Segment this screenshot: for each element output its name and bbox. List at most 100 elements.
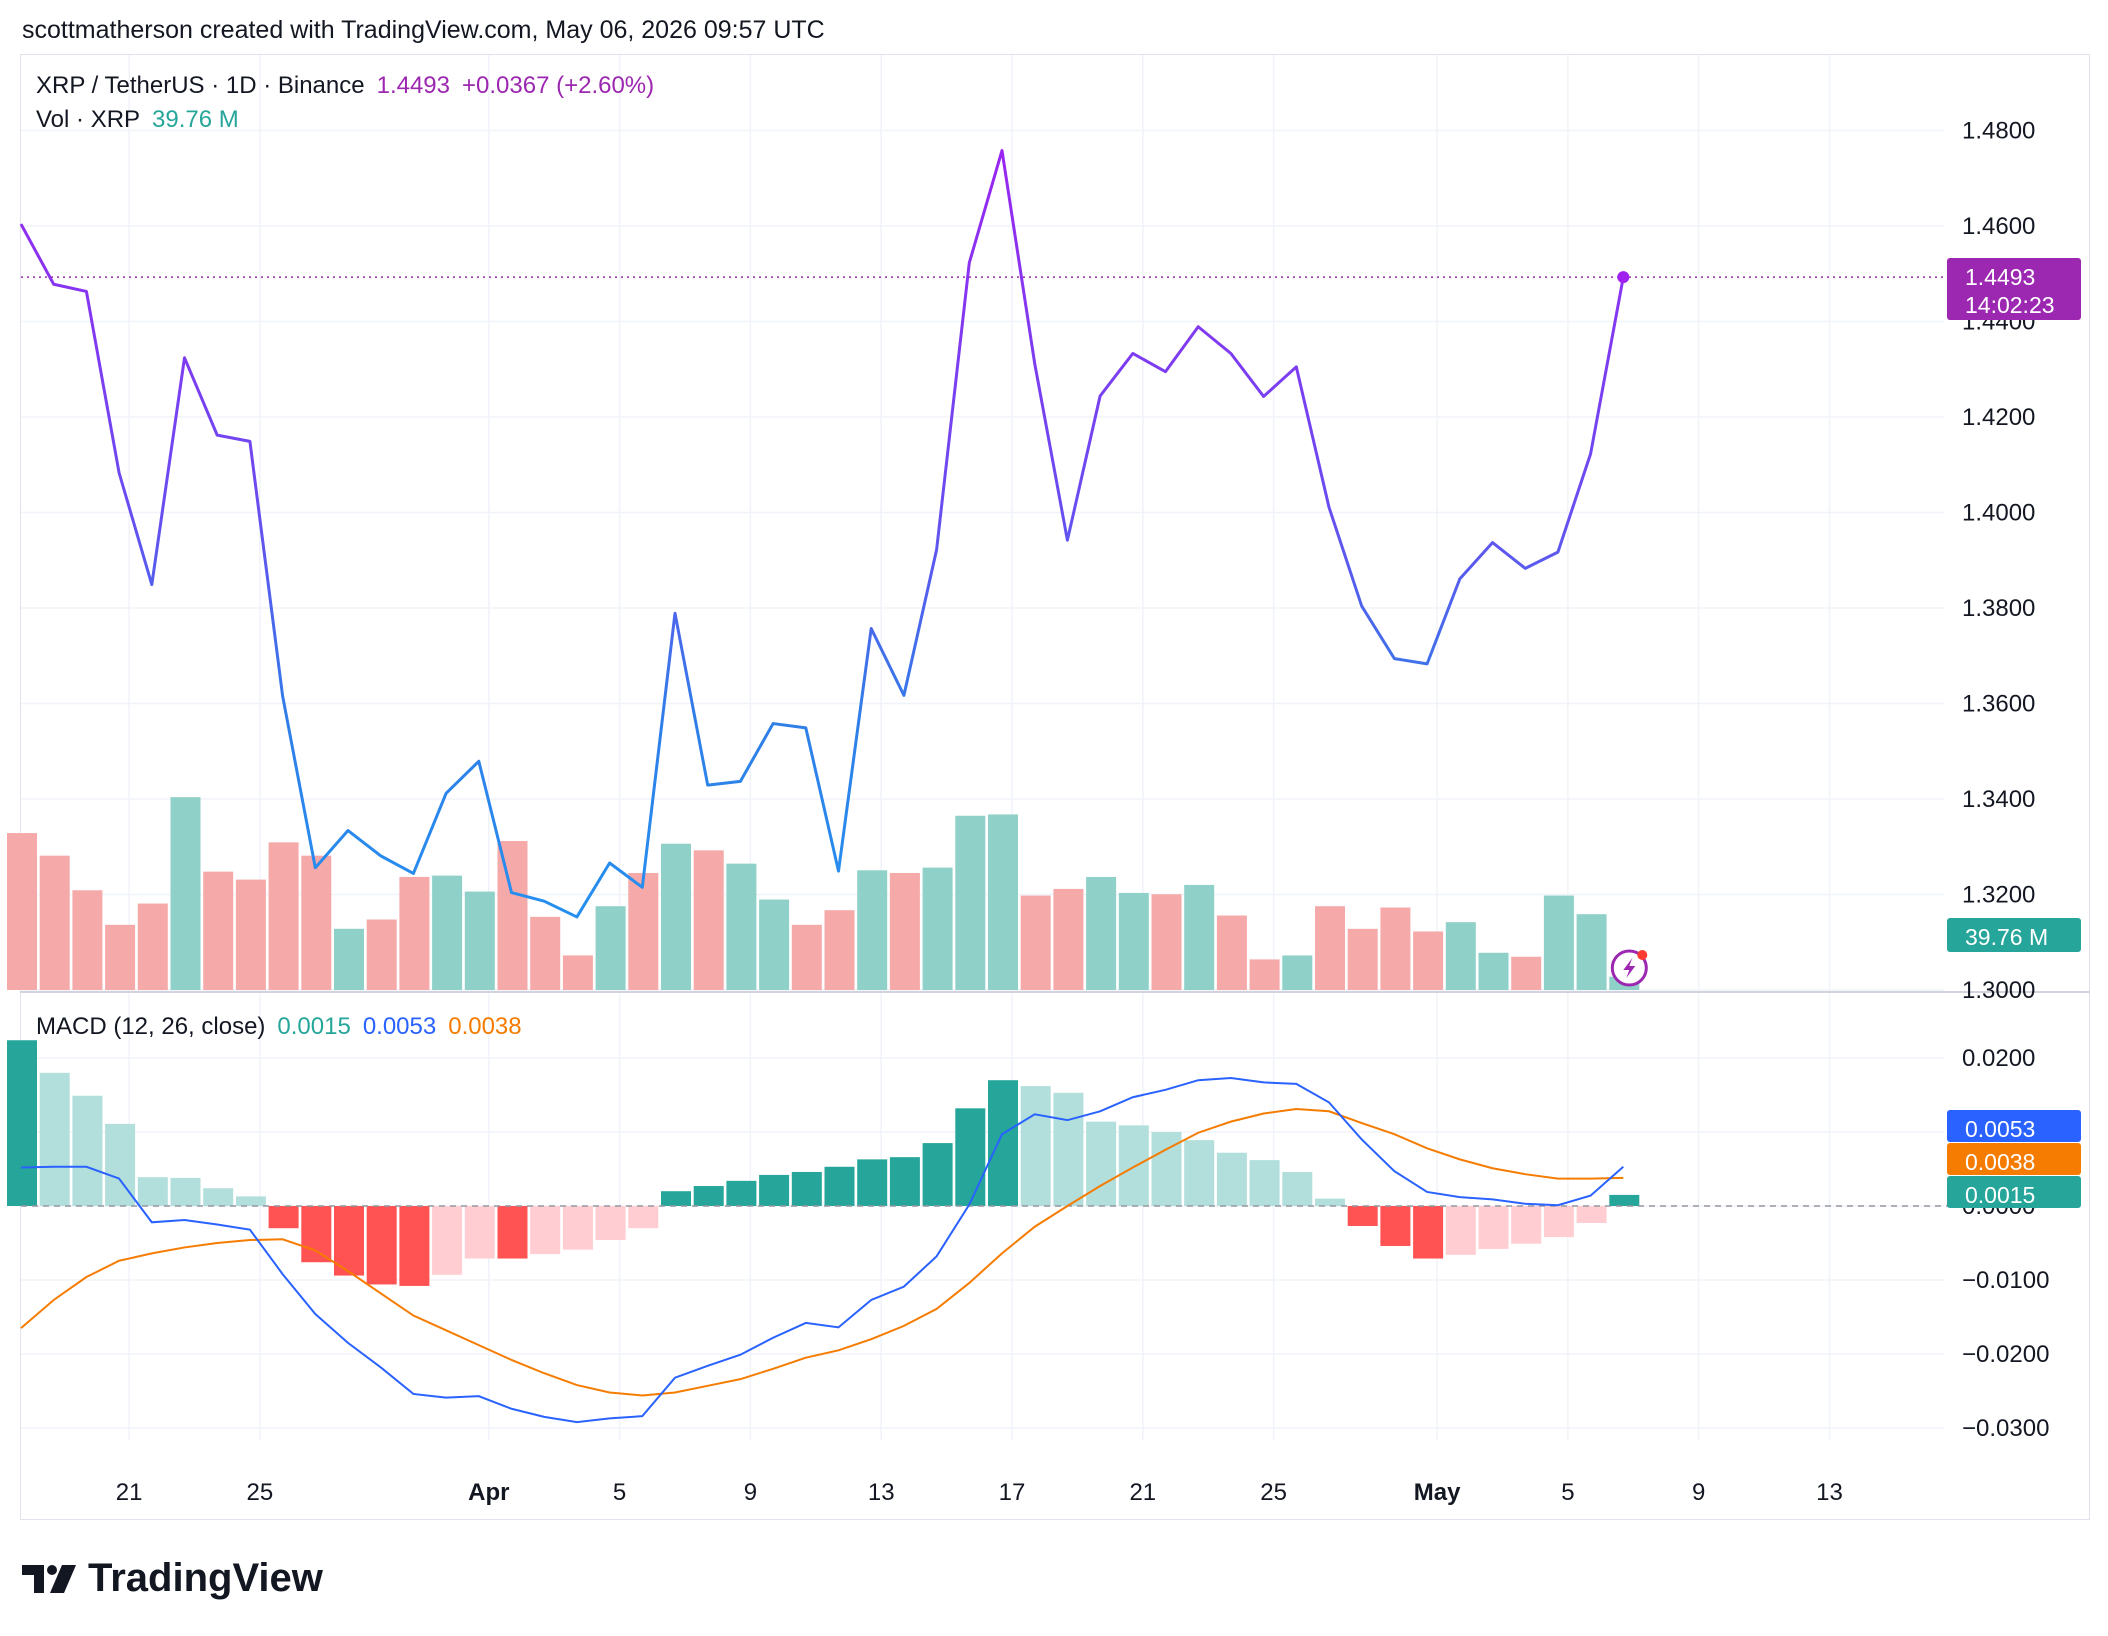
price-tick-label: 1.3400 <box>1962 786 2035 813</box>
volume-bar <box>235 879 266 990</box>
price-tick-label: 1.4200 <box>1962 404 2035 431</box>
lightning-icon <box>1610 949 1648 987</box>
volume-bar <box>72 890 103 990</box>
macd-hist-bar <box>628 1206 659 1229</box>
volume-badge: 39.76 M <box>1947 918 2081 952</box>
macd-hist-bar <box>39 1072 70 1206</box>
x-tick-label: Apr <box>468 1479 509 1506</box>
macd-hist-bar <box>334 1206 364 1276</box>
volume-bar <box>1086 876 1117 990</box>
x-tick-label: 17 <box>999 1479 1026 1506</box>
volume-bar <box>1020 895 1051 990</box>
macd-hist-bar <box>235 1196 266 1206</box>
volume-badge-text: 39.76 M <box>1965 924 2048 950</box>
macd-line-value: 0.0053 <box>362 1013 437 1040</box>
macd-hist-bar <box>1347 1206 1378 1226</box>
macd-hist-bar <box>1118 1125 1149 1206</box>
macd-lines <box>20 1076 1952 1424</box>
volume-bar <box>857 870 888 990</box>
macd-hist-bar <box>1511 1206 1542 1244</box>
macd-hist-bar <box>1249 1160 1280 1206</box>
volume-bar <box>1380 907 1411 990</box>
volume-bar <box>922 867 953 990</box>
symbol-legend: XRP / TetherUS · 1D · Binance 1.4493 +0.03… <box>36 72 666 100</box>
hist-badge-bg <box>1947 1176 2081 1208</box>
volume-bar <box>1445 922 1476 990</box>
x-tick-label: May <box>1414 1479 1461 1506</box>
price-tick-label: 1.4600 <box>1962 213 2035 240</box>
macd-badge-bg <box>1947 1110 2081 1142</box>
price-tick-label: 1.4800 <box>1962 118 2035 145</box>
macd-hist-bar <box>1216 1152 1247 1206</box>
macd-label: MACD (12, 26, close) <box>36 1013 266 1040</box>
macd-hist-bar <box>759 1174 790 1206</box>
macd-tick-label: −0.0100 <box>1962 1267 2049 1294</box>
price-tick-label: 1.3000 <box>1962 977 2035 1004</box>
volume-bar <box>497 841 528 990</box>
macd-signal-value: 0.0038 <box>448 1013 522 1040</box>
volume-bar <box>1118 892 1149 990</box>
macd-hist-bar <box>1445 1206 1476 1255</box>
macd-tick-label: 0.0200 <box>1962 1045 2035 1072</box>
macd-hist-bar <box>1020 1086 1051 1206</box>
macd-hist-bar <box>562 1206 593 1250</box>
macd-hist-bar <box>530 1206 561 1255</box>
price-badge-text: 1.4493 <box>1965 264 2035 290</box>
signal-line <box>20 1108 1624 1397</box>
volume-bar <box>759 899 790 990</box>
macd-hist-bar <box>464 1206 495 1259</box>
tradingview-logo[interactable]: TradingView <box>22 1556 323 1601</box>
macd-hist-bar <box>72 1095 103 1206</box>
volume-bar <box>105 924 136 990</box>
volume-bar <box>1511 956 1542 990</box>
macd-hist-bar <box>889 1157 920 1206</box>
macd-hist-bar <box>726 1180 757 1206</box>
signal-badge-text: 0.0038 <box>1965 1149 2035 1175</box>
volume-label: Vol · XRP <box>36 106 141 133</box>
macd-badge-text: 0.0053 <box>1965 1116 2035 1142</box>
volume-bar <box>366 919 397 990</box>
macd-hist-bar <box>955 1108 986 1206</box>
volume-bars <box>7 797 1640 990</box>
macd-hist-value: 0.0015 <box>277 1013 351 1040</box>
volume-bar <box>7 833 37 990</box>
tradingview-logo-icon <box>22 1564 76 1593</box>
volume-bar <box>726 863 757 990</box>
macd-hist-bar <box>268 1206 299 1229</box>
volume-value: 39.76 M <box>152 106 239 133</box>
x-tick-label: 9 <box>744 1479 757 1506</box>
price-value: 1.4493 <box>376 72 450 99</box>
hist-badge: 0.0015 <box>1947 1176 2081 1208</box>
volume-bar <box>39 855 70 990</box>
macd-hist-bar <box>1576 1206 1607 1224</box>
x-tick-label: 5 <box>613 1479 626 1506</box>
volume-bar <box>203 871 234 990</box>
volume-bar <box>1543 895 1574 990</box>
macd-hist-bar <box>1380 1206 1411 1246</box>
signal-badge: 0.0038 <box>1947 1143 2081 1175</box>
volume-bar <box>268 842 299 990</box>
volume-bar <box>889 872 920 990</box>
macd-hist-bar <box>301 1206 332 1263</box>
chart-frame[interactable] <box>20 54 2090 1520</box>
x-tick-label: 5 <box>1561 1479 1574 1506</box>
macd-hist-bar <box>1086 1121 1117 1206</box>
macd-hist-bar <box>203 1188 234 1206</box>
logo-text: TradingView <box>88 1556 323 1600</box>
volume-bar <box>595 906 626 990</box>
volume-bar <box>1315 906 1345 990</box>
volume-bar <box>1184 884 1215 990</box>
price-badge-text: 14:02:23 <box>1965 292 2055 318</box>
x-tick-label: 13 <box>868 1479 895 1506</box>
macd-hist-bar <box>595 1206 626 1241</box>
volume-bar <box>988 814 1018 990</box>
hist-badge-text: 0.0015 <box>1965 1182 2035 1208</box>
volume-bar <box>1413 931 1444 990</box>
signal-badge-bg <box>1947 1143 2081 1175</box>
price-tick-label: 1.4000 <box>1962 500 2035 527</box>
macd-hist-bar <box>1543 1206 1574 1238</box>
macd-hist-bar <box>1184 1140 1215 1206</box>
